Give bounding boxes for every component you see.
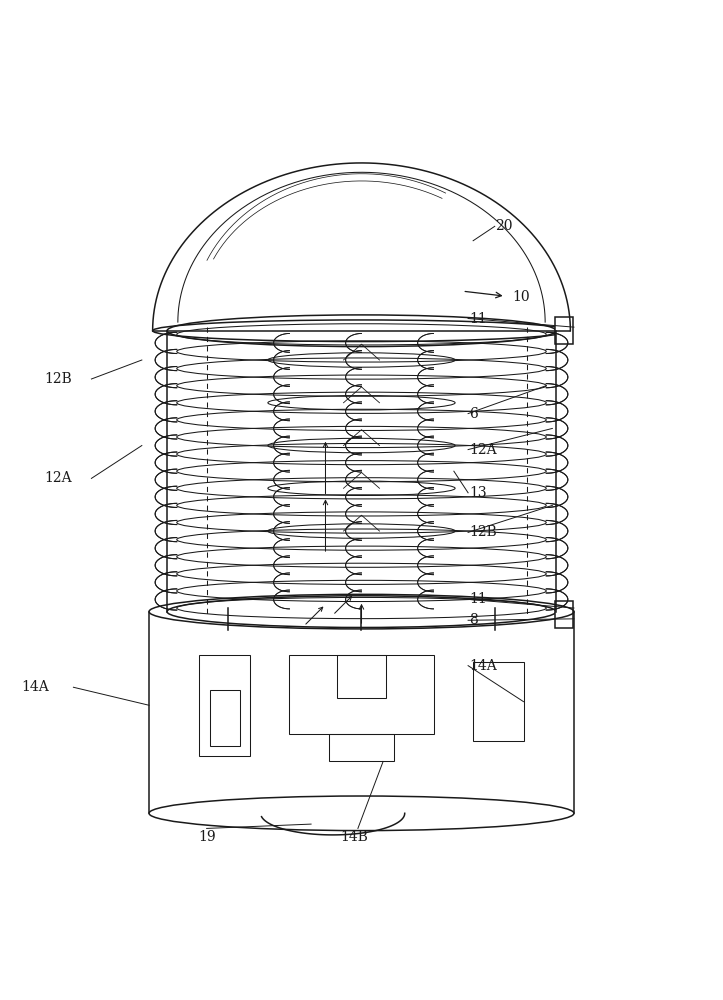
Text: 11: 11 xyxy=(469,592,487,606)
Text: 12A: 12A xyxy=(45,471,72,485)
Text: 10: 10 xyxy=(513,290,531,304)
Bar xyxy=(473,662,523,741)
Text: 11: 11 xyxy=(469,312,487,326)
FancyBboxPatch shape xyxy=(555,317,573,344)
Bar xyxy=(329,734,394,761)
Text: 8: 8 xyxy=(469,613,479,627)
Text: 12A: 12A xyxy=(469,443,497,457)
Bar xyxy=(289,655,434,734)
Bar xyxy=(210,690,240,746)
Text: 20: 20 xyxy=(495,219,512,233)
Text: 12B: 12B xyxy=(469,525,497,539)
Text: 13: 13 xyxy=(469,486,487,500)
Text: 6: 6 xyxy=(469,407,479,421)
Text: 14A: 14A xyxy=(469,659,497,673)
FancyBboxPatch shape xyxy=(555,601,573,628)
Text: 12B: 12B xyxy=(45,372,72,386)
Bar xyxy=(337,655,386,698)
Text: 14A: 14A xyxy=(22,680,49,694)
Text: 19: 19 xyxy=(198,830,215,844)
Bar xyxy=(200,655,250,756)
Text: 14B: 14B xyxy=(341,830,368,844)
